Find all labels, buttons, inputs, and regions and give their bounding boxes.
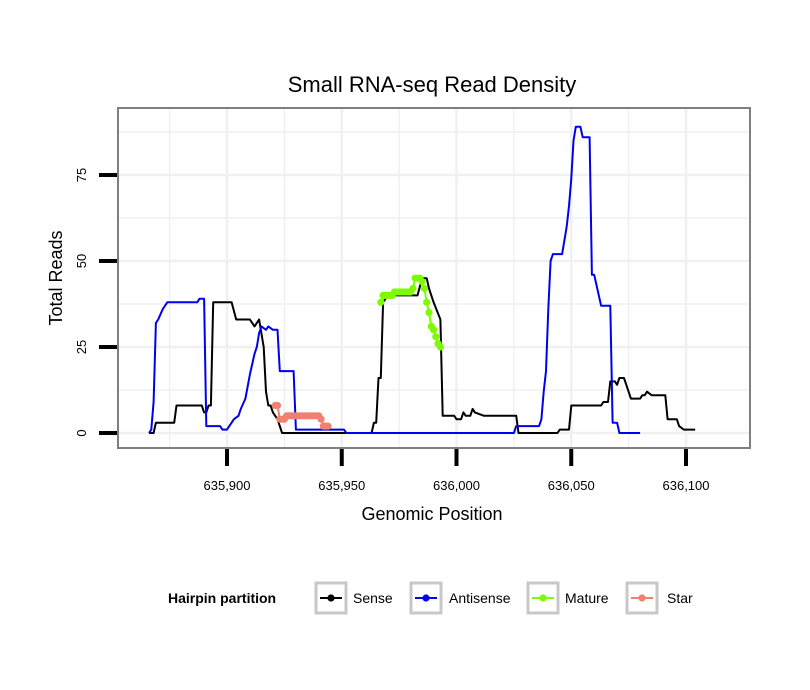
legend-key-point bbox=[422, 594, 430, 602]
data-point bbox=[324, 422, 332, 430]
plot-panel bbox=[117, 107, 751, 449]
data-point bbox=[377, 298, 385, 306]
data-point bbox=[420, 284, 428, 293]
y-tick-label: 25 bbox=[74, 340, 89, 354]
y-axis: 0 25 50 75 bbox=[74, 168, 117, 437]
legend-label: Sense bbox=[353, 590, 393, 606]
y-tick-label: 0 bbox=[74, 429, 89, 436]
legend-label: Mature bbox=[565, 590, 609, 606]
y-axis-title: Total Reads bbox=[46, 230, 66, 325]
x-tick-label: 636,100 bbox=[663, 478, 710, 493]
y-tick-label: 75 bbox=[74, 168, 89, 182]
data-point bbox=[425, 309, 433, 317]
legend-title: Hairpin partition bbox=[168, 590, 276, 606]
x-tick-label: 636,050 bbox=[548, 478, 595, 493]
data-point bbox=[423, 298, 431, 306]
legend-key-point bbox=[327, 594, 335, 602]
x-axis: 635,900 635,950 636,000 636,050 636,100 bbox=[204, 449, 710, 493]
data-point bbox=[430, 326, 438, 334]
data-point bbox=[273, 401, 282, 410]
series-star bbox=[271, 401, 332, 430]
x-tick-label: 636,000 bbox=[433, 478, 480, 493]
x-axis-title: Genomic Position bbox=[361, 504, 502, 524]
legend: Hairpin partition Sense Antisense Mature St… bbox=[168, 581, 693, 615]
legend-item-mature: Mature bbox=[526, 581, 609, 615]
chart-title: Small RNA-seq Read Density bbox=[288, 72, 577, 97]
legend-item-sense: Sense bbox=[314, 581, 393, 615]
legend-key-point bbox=[638, 594, 646, 602]
y-tick-label: 50 bbox=[74, 254, 89, 268]
series-mature bbox=[377, 274, 444, 351]
legend-key-point bbox=[539, 594, 547, 602]
x-tick-label: 635,900 bbox=[204, 478, 251, 493]
legend-label: Antisense bbox=[449, 590, 511, 606]
legend-item-star: Star bbox=[625, 581, 693, 615]
series-layer bbox=[148, 125, 696, 434]
series-antisense bbox=[148, 125, 641, 434]
x-tick-label: 635,950 bbox=[318, 478, 365, 493]
legend-label: Star bbox=[667, 590, 693, 606]
data-point bbox=[432, 333, 440, 341]
series-line-sense bbox=[149, 277, 696, 434]
series-sense bbox=[149, 277, 696, 434]
legend-item-antisense: Antisense bbox=[409, 581, 511, 615]
data-point bbox=[409, 284, 417, 293]
data-point bbox=[418, 278, 426, 286]
data-point bbox=[317, 415, 325, 423]
data-point bbox=[436, 343, 444, 351]
series-line-antisense bbox=[148, 125, 641, 434]
